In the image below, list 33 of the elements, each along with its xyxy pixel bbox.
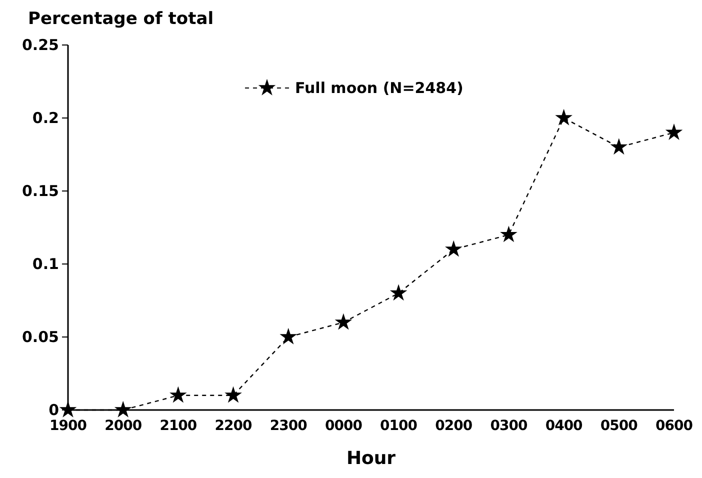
x-tick-label: 2100	[160, 418, 198, 434]
y-axis-title: Percentage of total	[28, 9, 214, 29]
x-tick-label: 1900	[50, 418, 88, 434]
y-tick-label: 0.25	[22, 36, 59, 54]
point	[501, 227, 516, 242]
y-tick-label: 0.1	[32, 254, 59, 273]
x-tick-label: 0200	[435, 418, 473, 434]
point	[612, 140, 626, 154]
point	[446, 242, 461, 256]
x-tick-label: 0500	[600, 418, 638, 434]
legend-label: Full moon (N=2484)	[295, 79, 464, 97]
x-tick-label: 0400	[545, 418, 584, 434]
x-tick-label: 0000	[324, 418, 363, 434]
x-tick-label: 0600	[656, 418, 694, 434]
y-tick-label: 0.2	[32, 108, 59, 127]
x-tick-label: 2300	[270, 418, 308, 434]
point	[116, 402, 130, 416]
point	[170, 388, 186, 402]
x-tick-label: 2200	[214, 418, 253, 434]
point	[391, 286, 406, 300]
point	[556, 110, 572, 124]
x-tick-label: 2000	[104, 418, 142, 434]
point	[281, 329, 296, 344]
x-axis-title: Hour	[346, 448, 396, 469]
point	[226, 388, 241, 402]
y-tick-label: 0	[48, 400, 59, 419]
point	[336, 314, 351, 329]
point	[666, 124, 682, 139]
point	[60, 402, 76, 416]
x-tick-label: 0100	[380, 418, 418, 434]
y-tick-label: 0.15	[22, 182, 59, 200]
x-tick-label: 0300	[490, 418, 528, 434]
y-tick-label: 0.05	[22, 328, 59, 346]
